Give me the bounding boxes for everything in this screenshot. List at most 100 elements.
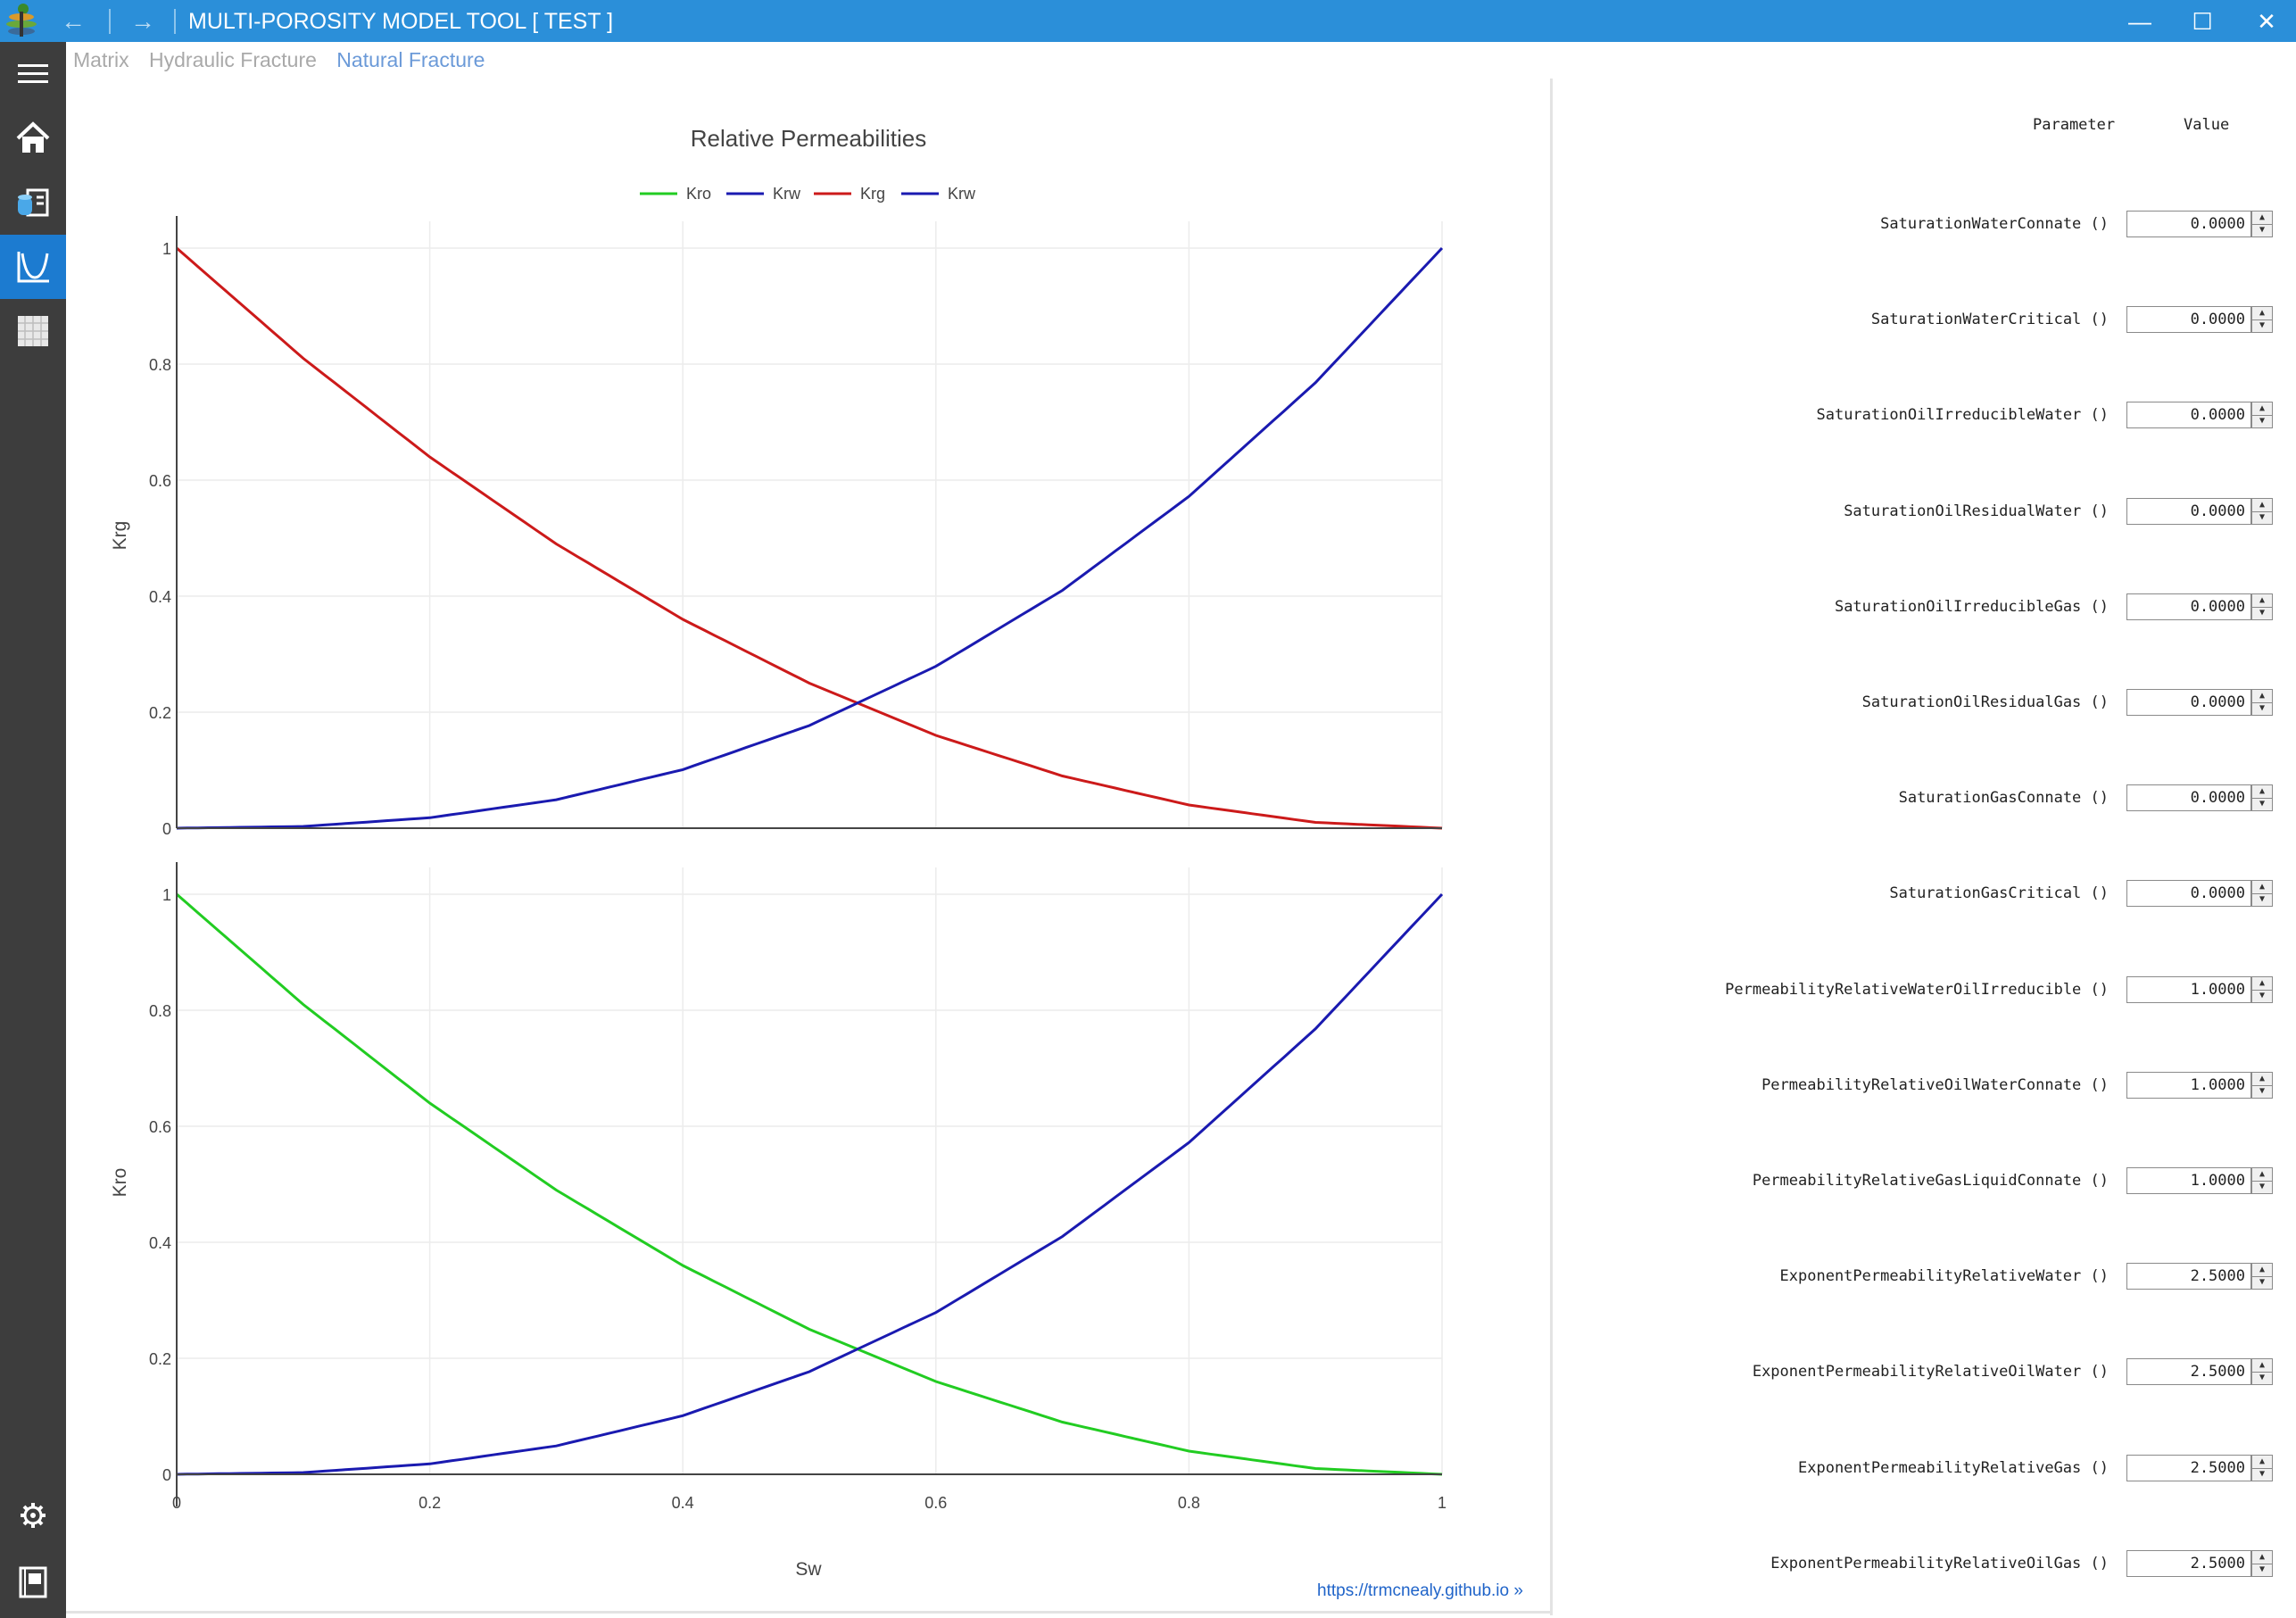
spin-up-button[interactable]: ▲ (2252, 1264, 2272, 1278)
parameter-value-input[interactable] (2126, 784, 2251, 812)
spin-up-button[interactable]: ▲ (2252, 212, 2272, 225)
value-spinner[interactable]: ▲ ▼ (2251, 1167, 2273, 1194)
maximize-button[interactable]: ☐ (2192, 8, 2213, 35)
parameters-panel: Parameter Value SaturationWaterConnate (… (1553, 79, 2296, 1618)
parameter-value-input[interactable] (2126, 211, 2251, 237)
parameter-value-input[interactable] (2126, 1454, 2251, 1481)
parameter-value-input[interactable] (2126, 306, 2251, 334)
parameter-value-input[interactable] (2126, 1549, 2251, 1577)
spin-up-button[interactable]: ▲ (2252, 977, 2272, 991)
back-button[interactable]: ← (61, 7, 86, 35)
spin-down-button[interactable]: ▼ (2259, 1468, 2266, 1479)
value-spinner[interactable]: ▲ ▼ (2251, 689, 2273, 716)
spin-down-button[interactable]: ▼ (2259, 225, 2266, 235)
parameter-value-input[interactable] (2126, 1071, 2251, 1099)
parameter-value-input[interactable] (2126, 1358, 2251, 1386)
value-spinner[interactable]: ▲ ▼ (2251, 975, 2273, 1003)
spin-up-button[interactable]: ▲ (2252, 785, 2272, 800)
spin-down-button[interactable]: ▼ (2259, 416, 2266, 427)
x-tick-label: 0.2 (419, 1494, 441, 1512)
spin-up-button[interactable]: ▲ (2252, 402, 2272, 417)
value-spinner[interactable]: ▲ ▼ (2251, 402, 2273, 429)
sidebar-grid-button[interactable] (0, 299, 66, 363)
spin-down-button[interactable]: ▼ (2259, 1085, 2266, 1096)
tab-hydraulic-fracture[interactable]: Hydraulic Fracture (149, 48, 317, 71)
parameter-row: SaturationOilIrreducibleWater () ▲▼ (1553, 402, 2296, 430)
credit-link[interactable]: https://trmcnealy.github.io » (1317, 1581, 1523, 1600)
value-spinner[interactable]: ▲ ▼ (2251, 306, 2273, 334)
sidebar-data-button[interactable] (0, 170, 66, 235)
parameter-value-input[interactable] (2126, 497, 2251, 525)
tab-natural-fracture[interactable]: Natural Fracture (336, 48, 485, 71)
value-spinner[interactable]: ▲ ▼ (2251, 593, 2273, 620)
parameter-label: ExponentPermeabilityRelativeOilWater () (1752, 1363, 2109, 1382)
spin-down-button[interactable]: ▼ (2259, 607, 2266, 618)
parameter-row: ExponentPermeabilityRelativeGas () ▲▼ (1553, 1454, 2296, 1483)
sidebar-home-button[interactable] (0, 106, 66, 170)
parameter-value-input[interactable] (2126, 975, 2251, 1003)
value-spinner[interactable]: ▲ ▼ (2251, 211, 2273, 237)
spin-up-button[interactable]: ▲ (2252, 1551, 2272, 1564)
spin-up-button[interactable]: ▲ (2252, 1456, 2272, 1469)
sidebar-menu-button[interactable] (0, 42, 66, 106)
database-icon (18, 188, 49, 217)
value-spinner[interactable]: ▲ ▼ (2251, 497, 2273, 525)
parameter-value-input[interactable] (2126, 880, 2251, 908)
spin-down-button[interactable]: ▼ (2259, 320, 2266, 331)
parameter-label: SaturationOilResidualWater () (1844, 502, 2109, 520)
value-spinner[interactable]: ▲ ▼ (2251, 1263, 2273, 1290)
parameter-value-input[interactable] (2126, 402, 2251, 429)
spin-down-button[interactable]: ▼ (2259, 1182, 2266, 1191)
spin-down-button[interactable]: ▼ (2259, 799, 2266, 809)
spin-up-button[interactable]: ▲ (2252, 594, 2272, 608)
parameter-column-header: Parameter (2033, 116, 2116, 134)
spin-down-button[interactable]: ▼ (2259, 1373, 2266, 1383)
x-tick-label: 0.8 (1178, 1494, 1200, 1512)
value-spinner[interactable]: ▲ ▼ (2251, 1071, 2273, 1099)
parameter-value-input[interactable] (2126, 1263, 2251, 1290)
spin-up-button[interactable]: ▲ (2252, 881, 2272, 895)
legend-item-krw[interactable]: Krw (901, 185, 976, 203)
spin-down-button[interactable]: ▼ (2259, 990, 2266, 1000)
spin-down-button[interactable]: ▼ (2259, 511, 2266, 522)
parameter-row: SaturationOilIrreducibleGas () ▲▼ (1553, 593, 2296, 622)
spin-up-button[interactable]: ▲ (2252, 307, 2272, 321)
spin-down-button[interactable]: ▼ (2259, 703, 2266, 713)
spin-down-button[interactable]: ▼ (2259, 1277, 2266, 1288)
forward-button[interactable]: → (130, 7, 155, 35)
y-tick-label: 0.2 (149, 1350, 171, 1368)
sidebar-chart-button[interactable] (0, 235, 66, 299)
parameter-row: SaturationOilResidualGas () ▲▼ (1553, 689, 2296, 718)
value-spinner[interactable]: ▲ ▼ (2251, 1549, 2273, 1577)
value-spinner[interactable]: ▲ ▼ (2251, 1454, 2273, 1481)
y-tick-label: 1 (162, 886, 171, 904)
parameter-value-input[interactable] (2126, 689, 2251, 716)
legend-item-krw[interactable]: Krw (726, 185, 801, 203)
legend-item-krg[interactable]: Krg (814, 185, 885, 203)
spin-down-button[interactable]: ▼ (2259, 894, 2266, 905)
spin-up-button[interactable]: ▲ (2252, 690, 2272, 703)
legend-item-kro[interactable]: Kro (640, 185, 711, 203)
panel-divider-horizontal (66, 1611, 1553, 1614)
value-spinner[interactable]: ▲ ▼ (2251, 880, 2273, 908)
spin-down-button[interactable]: ▼ (2259, 1564, 2266, 1574)
sidebar-settings-button[interactable] (0, 1483, 66, 1547)
sidebar (0, 42, 66, 1618)
tab-bar: Matrix Hydraulic Fracture Natural Fractu… (73, 45, 499, 77)
value-spinner[interactable]: ▲ ▼ (2251, 784, 2273, 812)
tab-matrix[interactable]: Matrix (73, 48, 129, 71)
panel-divider[interactable] (1550, 79, 1553, 1615)
parameter-value-input[interactable] (2126, 1167, 2251, 1194)
spin-up-button[interactable]: ▲ (2252, 499, 2272, 512)
sidebar-notebook-button[interactable] (0, 1550, 66, 1614)
spin-up-button[interactable]: ▲ (2252, 1168, 2272, 1182)
value-spinner[interactable]: ▲ ▼ (2251, 1358, 2273, 1386)
parameter-value-input[interactable] (2126, 593, 2251, 620)
legend-label: Krw (773, 185, 801, 203)
minimize-button[interactable]: — (2128, 8, 2151, 35)
close-button[interactable]: ✕ (2257, 8, 2276, 35)
spin-up-button[interactable]: ▲ (2252, 1359, 2272, 1373)
spin-up-button[interactable]: ▲ (2252, 1073, 2272, 1086)
window-title: MULTI-POROSITY MODEL TOOL [ TEST ] (188, 9, 614, 34)
parameter-row: ExponentPermeabilityRelativeOilWater () ▲… (1553, 1358, 2296, 1387)
